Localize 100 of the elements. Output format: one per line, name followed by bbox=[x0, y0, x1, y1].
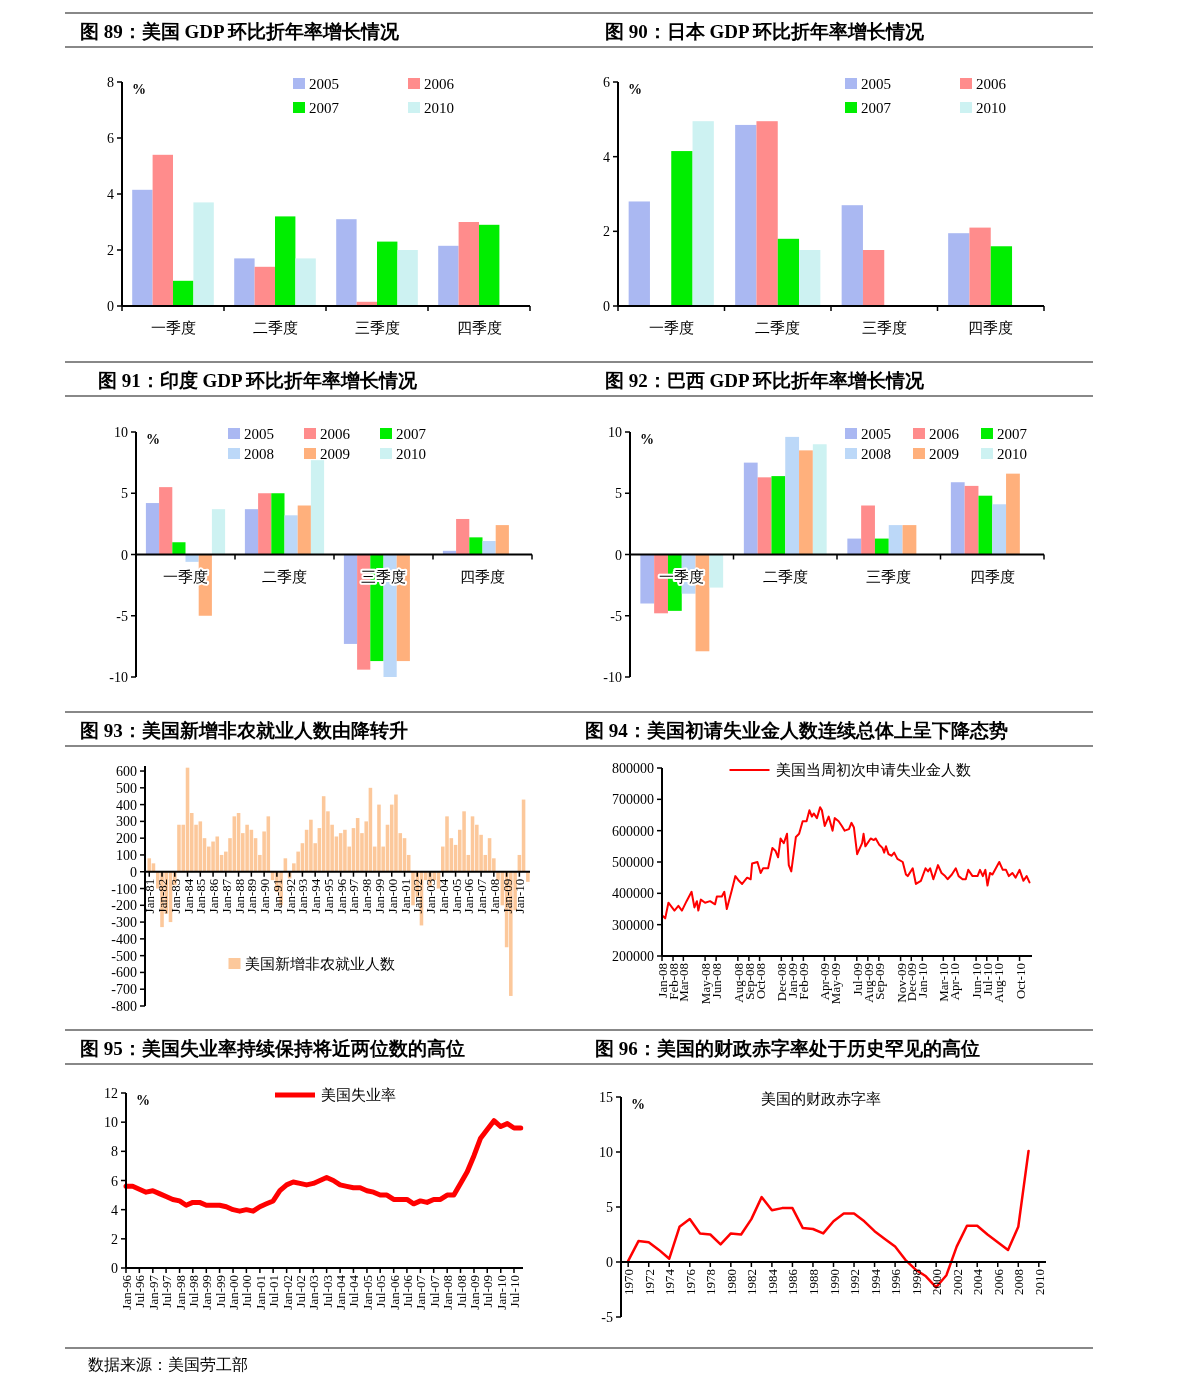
bar bbox=[394, 794, 398, 872]
y-tick-label: 10 bbox=[599, 1145, 613, 1160]
legend-label: 2005 bbox=[309, 76, 339, 92]
bar bbox=[964, 485, 979, 555]
bar bbox=[159, 487, 173, 555]
x-tick-label: Jan-05 bbox=[448, 878, 464, 914]
y-tick-label: -800 bbox=[111, 999, 137, 1014]
y-tick-label: -500 bbox=[111, 948, 137, 964]
bar bbox=[275, 216, 296, 306]
x-tick-label: Jan-92 bbox=[282, 878, 298, 914]
legend-label: 2010 bbox=[424, 100, 454, 116]
y-tick-label: 10 bbox=[114, 425, 128, 440]
x-tick-label: Jul-08 bbox=[453, 1275, 469, 1308]
bar bbox=[193, 202, 214, 306]
bar bbox=[445, 816, 449, 872]
y-axis-title: % bbox=[631, 1097, 645, 1112]
y-tick-label: 200000 bbox=[612, 949, 654, 964]
x-tick-label: 1972 bbox=[641, 1269, 657, 1295]
y-tick-label: 10 bbox=[104, 1115, 118, 1131]
x-tick-label: Jan-88 bbox=[231, 878, 247, 914]
x-tick-label: Jan-10 bbox=[493, 1275, 509, 1310]
x-tick-label: Jan-07 bbox=[413, 1274, 429, 1310]
y-tick-label: 6 bbox=[603, 75, 610, 90]
bar bbox=[310, 460, 325, 555]
x-tick-label: Jul-09 bbox=[849, 963, 865, 996]
y-tick-label: 2 bbox=[603, 224, 610, 240]
y-tick-label: 6 bbox=[107, 131, 114, 146]
text: 美国的财政赤字率 bbox=[760, 1091, 881, 1107]
source-note: 数据来源：美国劳工部 bbox=[88, 1356, 248, 1373]
bar bbox=[377, 804, 381, 872]
x-tick-label: 1984 bbox=[764, 1268, 780, 1295]
x-tick-label: 1990 bbox=[826, 1269, 842, 1295]
legend-label: 美国当周初次申请失业金人数 bbox=[775, 762, 971, 778]
x-tick-label: Jan-01 bbox=[397, 878, 413, 914]
x-tick-label: Nov-09 bbox=[893, 963, 909, 1003]
chart-title: 图 92：巴西 GDP 环比折年率增长情况 bbox=[605, 370, 926, 391]
x-tick-label: Jul-01 bbox=[266, 1275, 282, 1308]
x-tick-label: Jan-06 bbox=[386, 1274, 402, 1310]
bar bbox=[785, 436, 800, 555]
x-tick-label: Jan-96 bbox=[119, 1274, 134, 1310]
bar bbox=[841, 205, 863, 306]
legend-label: 2008 bbox=[244, 446, 274, 462]
x-tick-label: Jul-06 bbox=[399, 1274, 415, 1308]
bar bbox=[132, 189, 153, 306]
x-tick-label: 2002 bbox=[949, 1269, 965, 1295]
x-tick-label: 四季度 bbox=[456, 320, 502, 336]
x-tick-label: Jul-03 bbox=[319, 1275, 335, 1308]
x-tick-label: Jul-98 bbox=[185, 1275, 201, 1308]
y-tick-label: 10 bbox=[608, 425, 622, 440]
y-tick-label: 600000 bbox=[612, 823, 654, 839]
x-tick-label: 2006 bbox=[990, 1268, 1006, 1295]
y-tick-label: 0 bbox=[606, 1255, 613, 1270]
x-tick-label: 二季度 bbox=[762, 568, 808, 585]
y-tick-label: -200 bbox=[111, 898, 137, 914]
x-tick-label: Jan-89 bbox=[244, 878, 260, 914]
x-tick-label: Jul-07 bbox=[426, 1274, 442, 1308]
legend-label: 2008 bbox=[861, 446, 891, 462]
x-tick-label: 1976 bbox=[682, 1268, 698, 1295]
y-tick-label: 500000 bbox=[612, 855, 654, 870]
y-tick-label: -5 bbox=[610, 608, 622, 624]
x-tick-label: 1986 bbox=[785, 1268, 801, 1295]
x-tick-label: 二季度 bbox=[755, 320, 801, 336]
bar bbox=[244, 509, 259, 555]
y-tick-label: 200 bbox=[116, 831, 137, 847]
legend-label: 美国失业率 bbox=[321, 1087, 396, 1103]
y-tick-label: -600 bbox=[111, 965, 137, 981]
y-axis-title: % bbox=[132, 82, 146, 97]
bar bbox=[397, 250, 418, 306]
bar bbox=[438, 245, 459, 306]
x-tick-label: Jan-99 bbox=[199, 1275, 215, 1310]
y-axis-title: % bbox=[146, 432, 160, 447]
chart-title: 图 95：美国失业率持续保持将近两位数的高位 bbox=[80, 1038, 465, 1059]
chart-title: 图 94：美国初请失业金人数连续总体上呈下降态势 bbox=[585, 720, 1008, 741]
x-tick-label: 1974 bbox=[662, 1268, 678, 1295]
y-tick-label: 0 bbox=[107, 299, 114, 314]
legend-label: 2005 bbox=[861, 76, 891, 92]
bar bbox=[812, 444, 827, 555]
y-tick-label: -700 bbox=[111, 982, 137, 998]
bar bbox=[177, 824, 181, 872]
bar bbox=[479, 224, 500, 306]
x-tick-label: Dec-08 bbox=[774, 963, 790, 1002]
bar bbox=[482, 541, 496, 555]
bar bbox=[777, 238, 800, 306]
x-tick-label: Jan-09 bbox=[466, 1275, 482, 1310]
legend-label: 2007 bbox=[997, 426, 1028, 442]
bar bbox=[258, 493, 272, 555]
x-tick-label: 2004 bbox=[970, 1268, 986, 1295]
x-tick-label: 四季度 bbox=[460, 568, 505, 585]
y-tick-label: 4 bbox=[111, 1202, 118, 1218]
y-tick-label: 0 bbox=[121, 547, 128, 563]
bar bbox=[234, 258, 255, 306]
y-tick-label: 5 bbox=[615, 486, 622, 502]
chart-title: 图 89：美国 GDP 环比折年率增长情况 bbox=[80, 21, 401, 42]
y-tick-label: 2 bbox=[107, 243, 114, 258]
bar bbox=[978, 495, 993, 555]
x-tick-label: 1994 bbox=[867, 1268, 883, 1295]
y-tick-label: 8 bbox=[107, 75, 114, 90]
y-tick-label: 15 bbox=[599, 1090, 613, 1105]
bar bbox=[456, 518, 470, 555]
x-tick-label: 1982 bbox=[744, 1269, 760, 1295]
